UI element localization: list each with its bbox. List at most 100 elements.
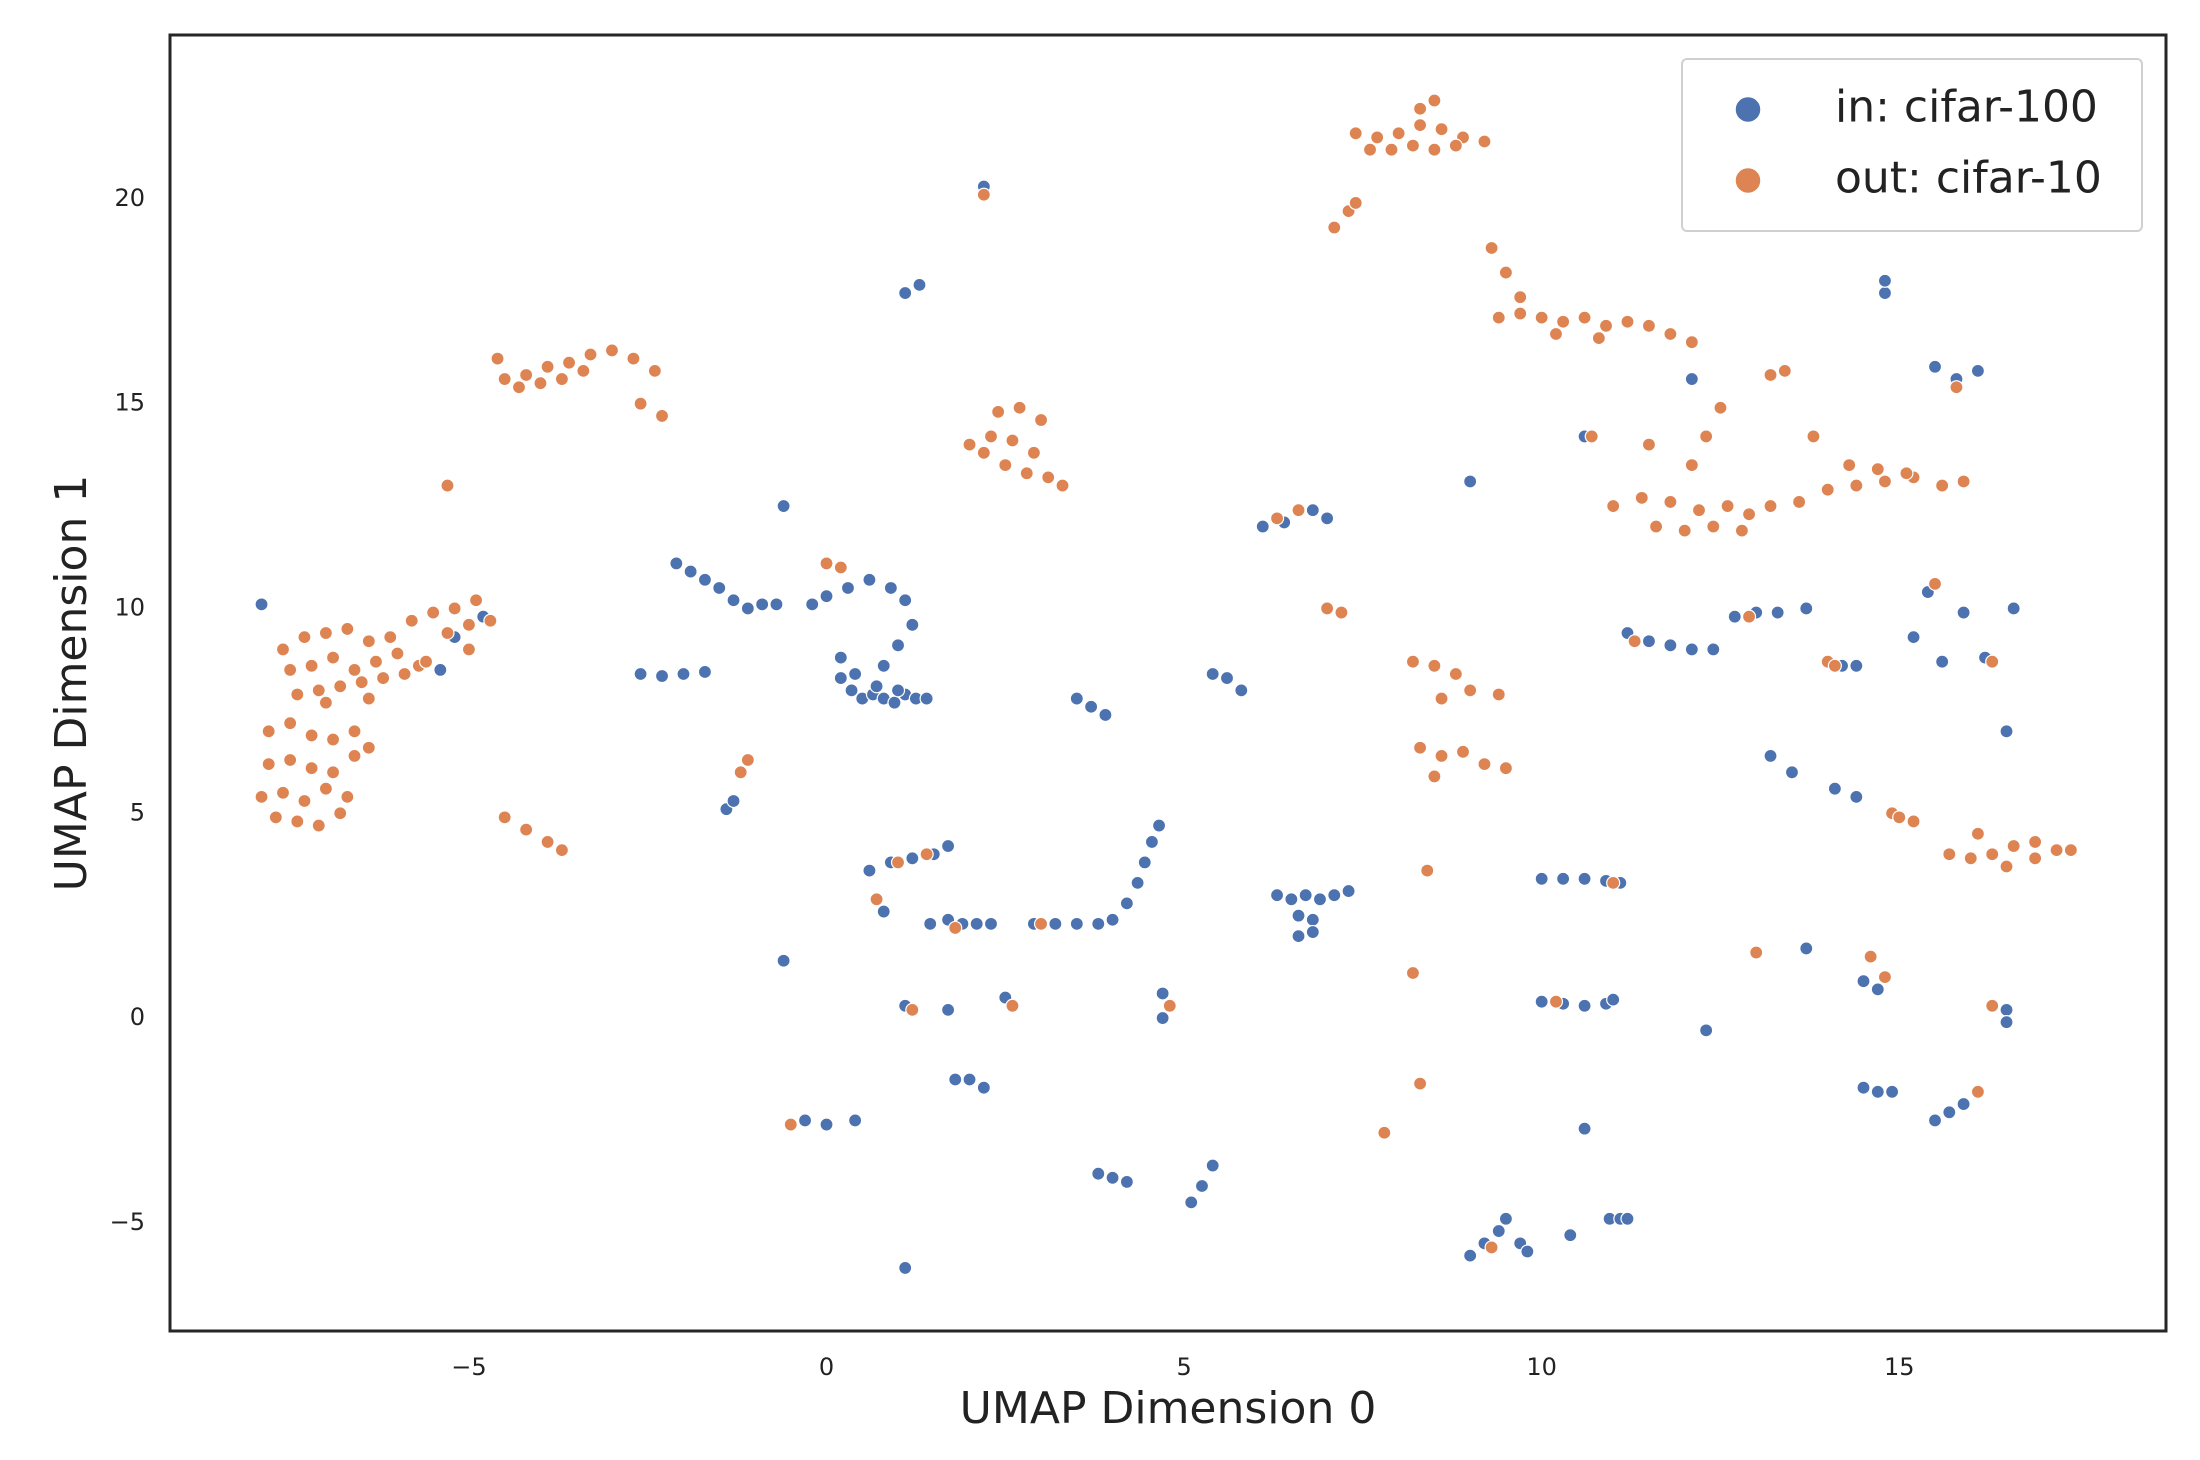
scatter-point (819, 1117, 834, 1132)
scatter-point (1641, 318, 1657, 333)
scatter-point (1434, 122, 1449, 137)
scatter-point (890, 855, 906, 870)
scatter-point (1412, 101, 1428, 116)
scatter-point (1341, 883, 1356, 899)
scatter-point (848, 666, 863, 682)
scatter-point (318, 781, 334, 796)
scatter-point (1856, 1080, 1871, 1095)
scatter-point (1205, 666, 1220, 682)
scatter-point (1663, 638, 1678, 653)
scatter-point (1741, 507, 1757, 522)
scatter-point (1334, 605, 1349, 620)
scatter-point (1641, 634, 1657, 649)
scatter-point (647, 363, 662, 378)
scatter-point (1130, 875, 1145, 890)
scatter-point (1749, 945, 1764, 960)
scatter-point (1856, 974, 1871, 989)
scatter-point (290, 687, 305, 702)
x-tick-label: 5 (1176, 1353, 1191, 1381)
scatter-point (948, 1072, 963, 1087)
scatter-point (683, 564, 698, 579)
scatter-point (905, 617, 920, 632)
scatter-point (1849, 658, 1864, 673)
y-tick-label: 0 (130, 1003, 145, 1031)
scatter-point (948, 920, 963, 936)
scatter-point (1412, 118, 1428, 133)
scatter-point (1799, 941, 1814, 956)
scatter-point (1641, 437, 1657, 452)
scatter-point (1963, 851, 1978, 866)
scatter-point (1577, 871, 1592, 886)
scatter-point (1498, 265, 1514, 280)
scatter-point (1827, 658, 1842, 673)
scatter-point (755, 597, 770, 612)
scatter-point (1291, 929, 1306, 944)
scatter-point (633, 666, 648, 682)
scatter-point (769, 597, 784, 612)
scatter-point (1312, 892, 1328, 907)
scatter-point (1255, 519, 1270, 534)
scatter-point (898, 593, 913, 608)
scatter-point (1663, 494, 1678, 510)
x-tick-label: 0 (819, 1353, 834, 1381)
legend-label: in: cifar-100 (1835, 82, 2098, 133)
scatter-point (1005, 433, 1020, 448)
scatter-point (819, 589, 834, 604)
scatter-point (1463, 683, 1478, 698)
scatter-point (876, 658, 891, 673)
scatter-point (383, 630, 398, 645)
scatter-point (311, 683, 326, 698)
scatter-point (1792, 494, 1807, 510)
scatter-point (447, 601, 462, 616)
scatter-point (1663, 326, 1678, 342)
scatter-point (1877, 285, 1893, 301)
scatter-point (1019, 466, 1034, 481)
scatter-point (1477, 134, 1492, 149)
scatter-point (275, 785, 291, 800)
scatter-point (1906, 814, 1921, 829)
scatter-point (969, 916, 984, 931)
scatter-point (1577, 310, 1592, 325)
scatter-point (697, 572, 713, 587)
scatter-point (869, 892, 884, 907)
scatter-point (519, 822, 534, 837)
scatter-point (1877, 273, 1893, 288)
scatter-point (1033, 412, 1049, 428)
scatter-point (1598, 318, 1614, 333)
y-tick-label: 5 (130, 798, 145, 826)
scatter-point (1098, 707, 1113, 723)
scatter-point (1448, 138, 1463, 153)
scatter-point (1305, 503, 1320, 518)
scatter-point (1434, 748, 1449, 764)
scatter-point (1699, 1023, 1714, 1038)
scatter-point (1520, 1244, 1535, 1259)
scatter-point (1434, 691, 1449, 706)
scatter-point (1005, 998, 1020, 1013)
scatter-point (1999, 724, 2014, 739)
scatter-point (1105, 912, 1120, 927)
scatter-point (898, 1260, 913, 1276)
scatter-point (1048, 916, 1063, 931)
scatter-point (497, 810, 512, 825)
scatter-point (418, 654, 434, 669)
scatter-point (1985, 847, 2000, 862)
scatter-point (976, 187, 991, 202)
scatter-point (511, 380, 527, 395)
scatter-point (1320, 601, 1335, 616)
scatter-point (1484, 240, 1499, 256)
scatter-point (805, 597, 820, 612)
scatter-point (2028, 834, 2043, 850)
scatter-point (461, 617, 477, 632)
scatter-point (340, 621, 355, 637)
scatter-point (1412, 1076, 1428, 1091)
scatter-point (1420, 863, 1435, 878)
scatter-point (654, 408, 670, 424)
scatter-point (340, 789, 355, 804)
scatter-point (268, 810, 283, 825)
scatter-point (1627, 634, 1642, 649)
scatter-point (1055, 478, 1070, 493)
scatter-point (833, 560, 848, 575)
scatter-point (923, 916, 938, 931)
scatter-point (776, 498, 791, 514)
scatter-point (962, 437, 977, 452)
